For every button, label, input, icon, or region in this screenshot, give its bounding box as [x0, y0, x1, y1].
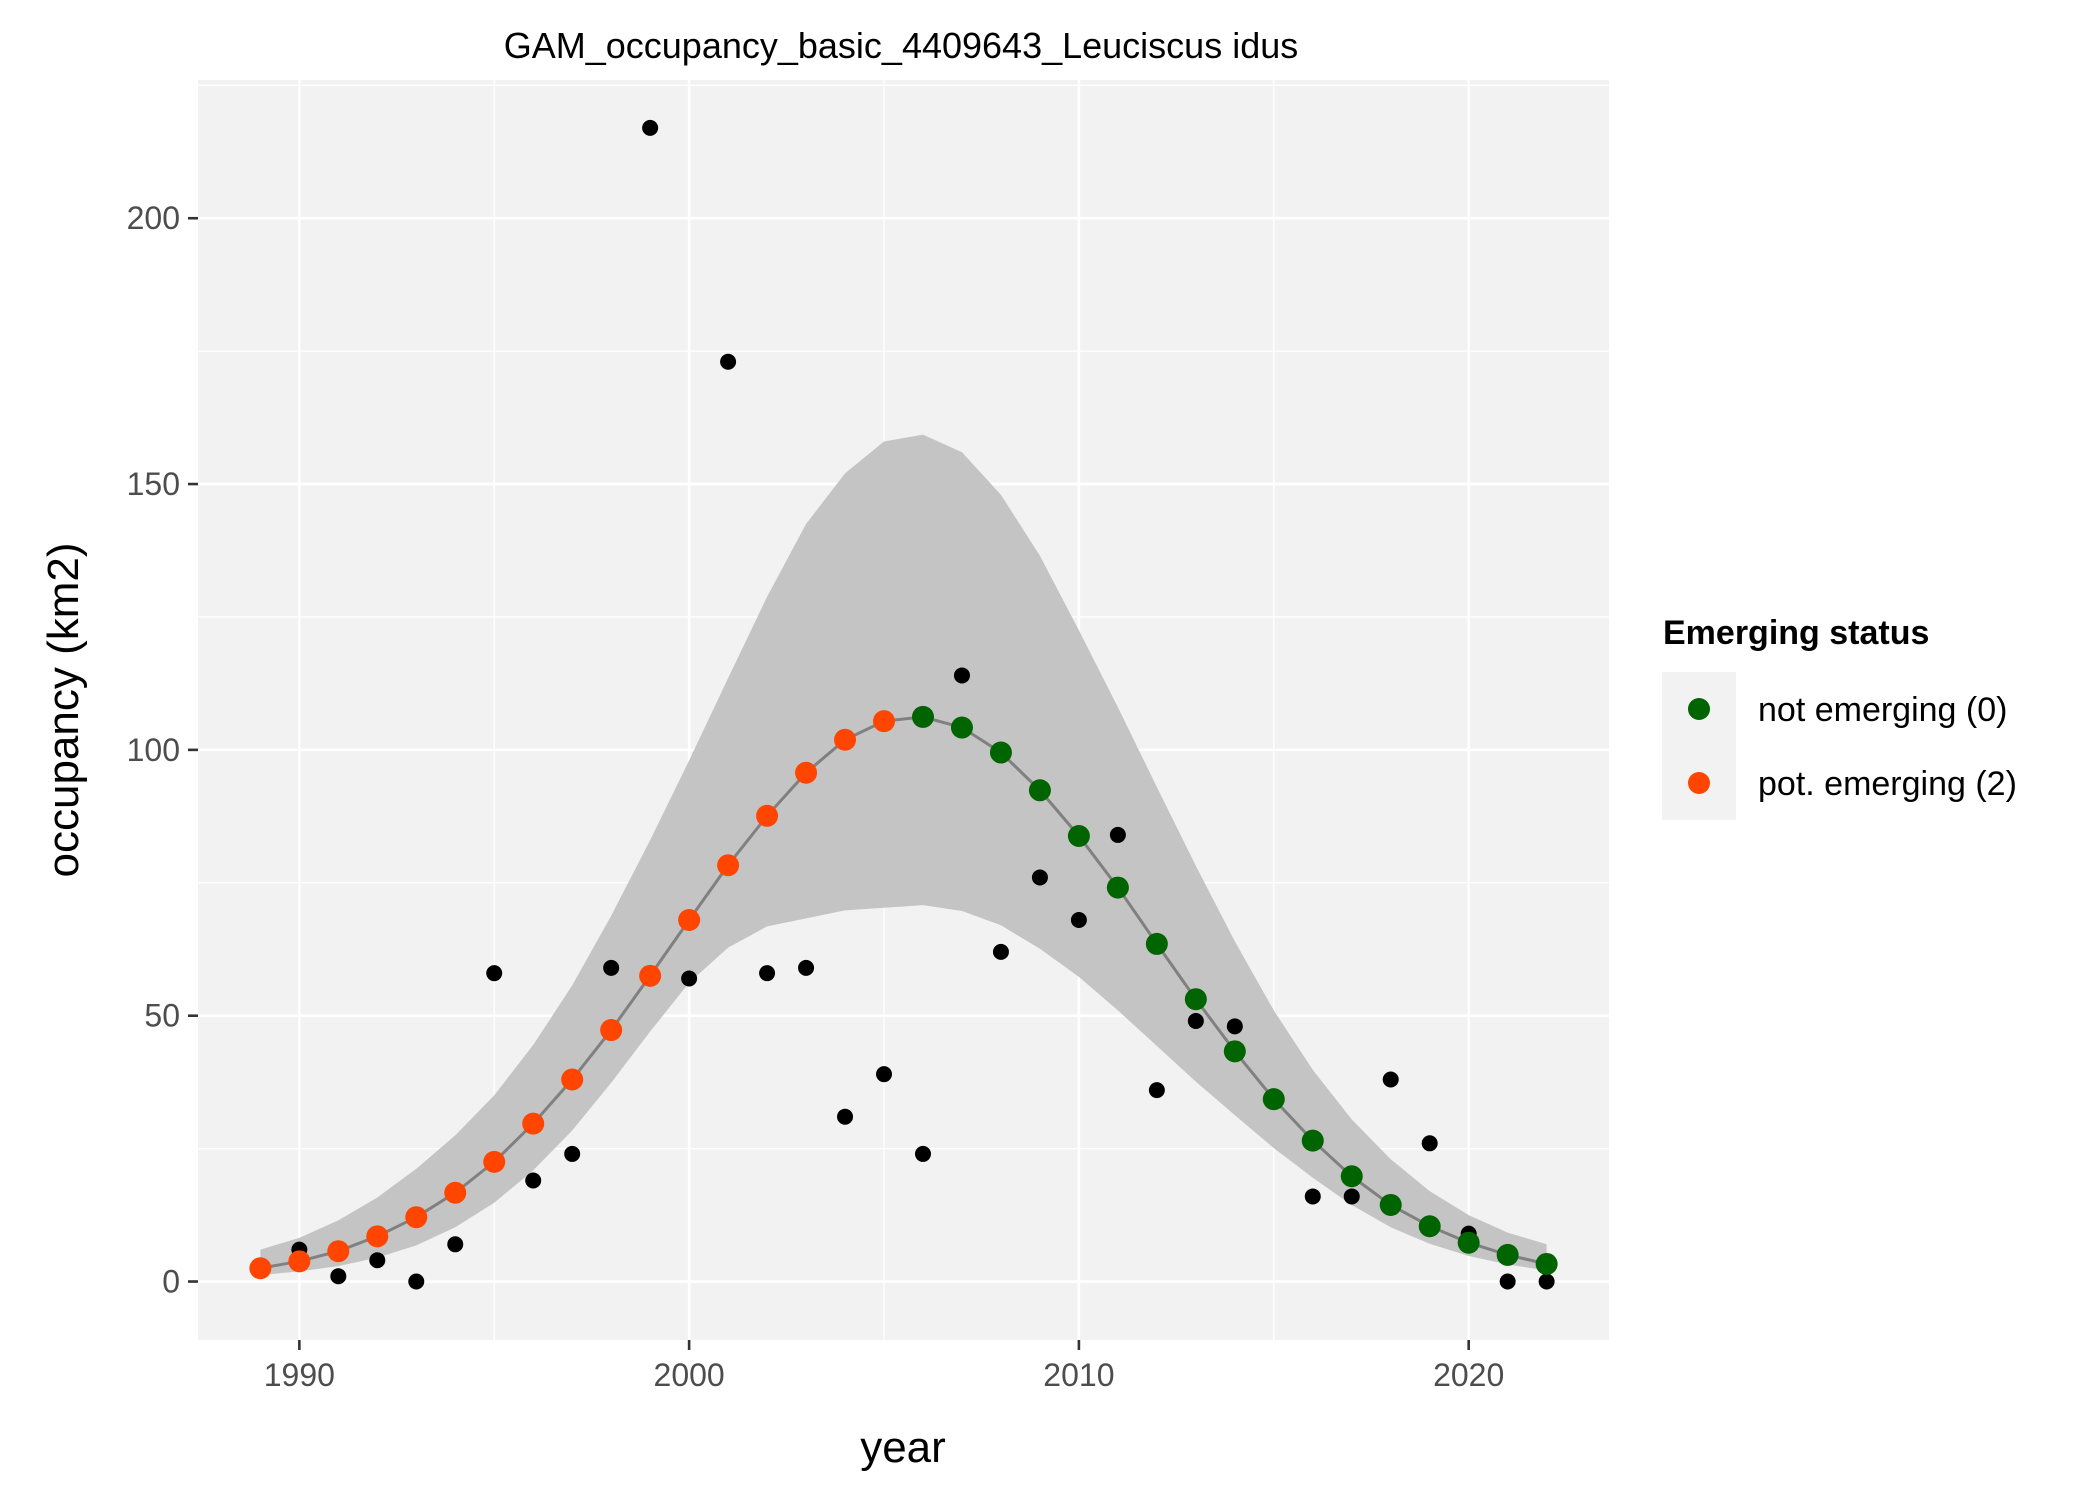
observed-point — [603, 959, 620, 976]
fitted-point-not-emerging — [1418, 1215, 1441, 1238]
fitted-point-not-emerging — [1262, 1088, 1285, 1111]
fitted-point-pot-emerging — [561, 1068, 584, 1091]
observed-point — [1148, 1082, 1165, 1099]
x-axis: 1990 2000 2010 2020 — [264, 1340, 1504, 1393]
x-tick-label: 1990 — [264, 1357, 335, 1393]
observed-point — [1499, 1273, 1516, 1290]
observed-point — [1343, 1188, 1360, 1205]
observed-point — [642, 119, 659, 136]
observed-point — [1304, 1188, 1321, 1205]
fitted-point-not-emerging — [1340, 1165, 1363, 1188]
fitted-point-pot-emerging — [327, 1240, 350, 1263]
x-axis-title: year — [860, 1423, 946, 1472]
fitted-point-pot-emerging — [249, 1257, 272, 1280]
fitted-point-not-emerging — [1457, 1231, 1480, 1254]
observed-point — [1031, 869, 1048, 886]
observed-point — [564, 1145, 581, 1162]
fitted-point-not-emerging — [1535, 1252, 1558, 1275]
fitted-points — [249, 705, 1558, 1280]
observed-point — [1538, 1273, 1555, 1290]
fitted-point-pot-emerging — [873, 710, 896, 733]
legend: Emerging status not emerging (0) pot. em… — [1662, 614, 2017, 820]
fitted-point-pot-emerging — [600, 1019, 623, 1042]
x-tick-label: 2020 — [1433, 1357, 1504, 1393]
fitted-point-not-emerging — [989, 741, 1012, 764]
fitted-point-not-emerging — [1223, 1040, 1246, 1063]
fitted-point-not-emerging — [950, 716, 973, 739]
y-axis: 0 50 100 150 200 — [127, 200, 198, 1300]
x-tick-label: 2000 — [654, 1357, 725, 1393]
observed-point — [447, 1236, 464, 1253]
y-tick-label: 200 — [127, 200, 180, 236]
legend-title: Emerging status — [1663, 614, 1929, 652]
observed-point — [369, 1252, 386, 1269]
observed-point — [720, 353, 737, 370]
y-tick-label: 150 — [127, 466, 180, 502]
fitted-point-pot-emerging — [717, 854, 740, 877]
fitted-point-pot-emerging — [405, 1206, 428, 1229]
observed-point — [1109, 826, 1126, 843]
fitted-point-not-emerging — [1145, 932, 1168, 955]
observed-point — [759, 965, 776, 982]
observed-point — [330, 1268, 347, 1285]
y-tick-label: 100 — [127, 732, 180, 768]
fitted-point-pot-emerging — [834, 728, 857, 751]
observed-point — [876, 1066, 893, 1083]
observed-point — [1070, 912, 1087, 928]
fitted-point-not-emerging — [1379, 1193, 1402, 1216]
x-tick-label: 2010 — [1043, 1357, 1114, 1393]
legend-label-pot-emerging: pot. emerging (2) — [1758, 765, 2017, 803]
observed-point — [992, 943, 1009, 960]
observed-point — [1226, 1018, 1243, 1035]
fitted-point-pot-emerging — [678, 909, 701, 931]
observed-point — [408, 1273, 425, 1290]
legend-key-pot-emerging — [1688, 772, 1710, 794]
observed-point — [1187, 1013, 1204, 1030]
fitted-point-pot-emerging — [639, 964, 662, 987]
fitted-point-not-emerging — [1028, 779, 1051, 802]
fitted-point-pot-emerging — [756, 804, 779, 827]
fitted-point-pot-emerging — [522, 1112, 545, 1135]
fitted-point-not-emerging — [1301, 1129, 1324, 1152]
legend-label-not-emerging: not emerging (0) — [1758, 691, 2007, 729]
fitted-point-pot-emerging — [795, 761, 818, 784]
fitted-trend-line — [260, 715, 1547, 1270]
legend-key-not-emerging — [1688, 698, 1710, 720]
fitted-point-not-emerging — [1106, 876, 1129, 899]
observed-point — [798, 959, 815, 976]
fitted-point-pot-emerging — [444, 1181, 467, 1204]
observed-point — [486, 965, 503, 982]
observed-point — [1382, 1071, 1399, 1088]
fitted-point-not-emerging — [1184, 988, 1207, 1011]
observed-point — [681, 970, 698, 987]
observed-point — [837, 1108, 854, 1125]
observed-point — [525, 1172, 542, 1189]
fitted-point-pot-emerging — [483, 1150, 506, 1173]
observed-points — [291, 119, 1555, 1290]
fitted-point-pot-emerging — [288, 1250, 311, 1273]
observed-point — [914, 1145, 931, 1162]
legend-key-background — [1662, 672, 1736, 820]
observed-point — [953, 667, 970, 684]
observed-point — [1421, 1135, 1438, 1152]
y-tick-label: 50 — [144, 998, 180, 1034]
fitted-point-pot-emerging — [366, 1225, 389, 1248]
y-tick-label: 0 — [162, 1264, 180, 1300]
fitted-point-not-emerging — [911, 705, 934, 728]
fitted-point-not-emerging — [1067, 825, 1090, 847]
chart-title: GAM_occupancy_basic_4409643_Leuciscus id… — [504, 25, 1299, 66]
y-axis-title: occupancy (km2) — [39, 542, 88, 877]
fitted-point-not-emerging — [1496, 1243, 1519, 1266]
